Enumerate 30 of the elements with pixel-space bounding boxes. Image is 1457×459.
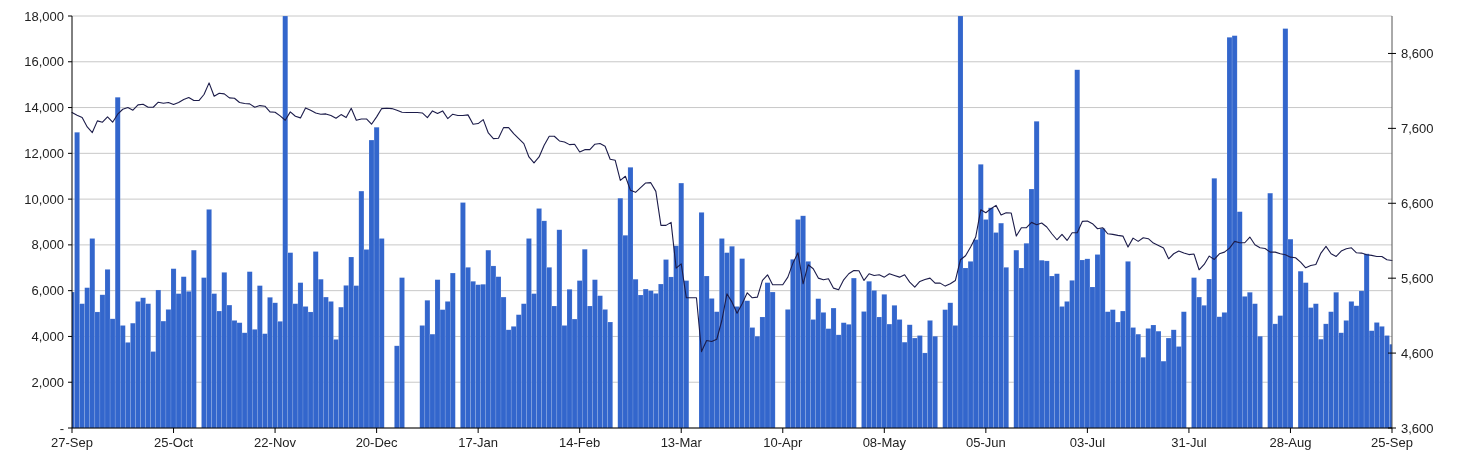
y-tick-label: 16,000 — [24, 54, 64, 70]
x-tick-label: 14-Feb — [559, 435, 601, 450]
y-tick-label: 10,000 — [24, 191, 64, 207]
x-tick-label: 08-May — [862, 435, 907, 450]
y-tick-label: 6,000 — [31, 283, 64, 299]
x-tick-label: 25-Oct — [154, 435, 194, 450]
y2-tick-label: 4,600 — [1401, 345, 1434, 361]
y-tick-label: 4,000 — [31, 328, 64, 344]
x-tick-label: 25-Sep — [1371, 435, 1413, 450]
x-tick-label: 27-Sep — [51, 435, 93, 450]
x-tick-label: 05-Jun — [965, 435, 1006, 450]
x-tick-label: 13-Mar — [660, 435, 703, 450]
y2-tick-label: 5,600 — [1401, 270, 1434, 286]
x-tick-label: 22-Nov — [254, 435, 297, 450]
y2-tick-label: 7,600 — [1401, 120, 1434, 136]
x-tick-label: 20-Dec — [355, 435, 399, 450]
y-tick-label: 12,000 — [24, 145, 64, 161]
y-tick-label: 8,000 — [31, 237, 64, 253]
x-tick-label: 28-Aug — [1269, 435, 1312, 450]
x-tick-label: 31-Jul — [1171, 435, 1207, 450]
y-tick-label: 2,000 — [31, 374, 64, 390]
y2-tick-label: 6,600 — [1401, 195, 1434, 211]
x-tick-label: 03-Jul — [1069, 435, 1106, 450]
y2-tick-label: 3,600 — [1401, 420, 1434, 436]
y-tick-label: 18,000 — [24, 8, 64, 24]
x-tick-label: 10-Apr — [763, 435, 803, 450]
x-tick-label: 17-Jan — [458, 435, 499, 450]
y2-tick-label: 8,600 — [1401, 46, 1434, 61]
y-tick-label: - — [59, 420, 64, 436]
y-tick-label: 14,000 — [24, 100, 64, 116]
